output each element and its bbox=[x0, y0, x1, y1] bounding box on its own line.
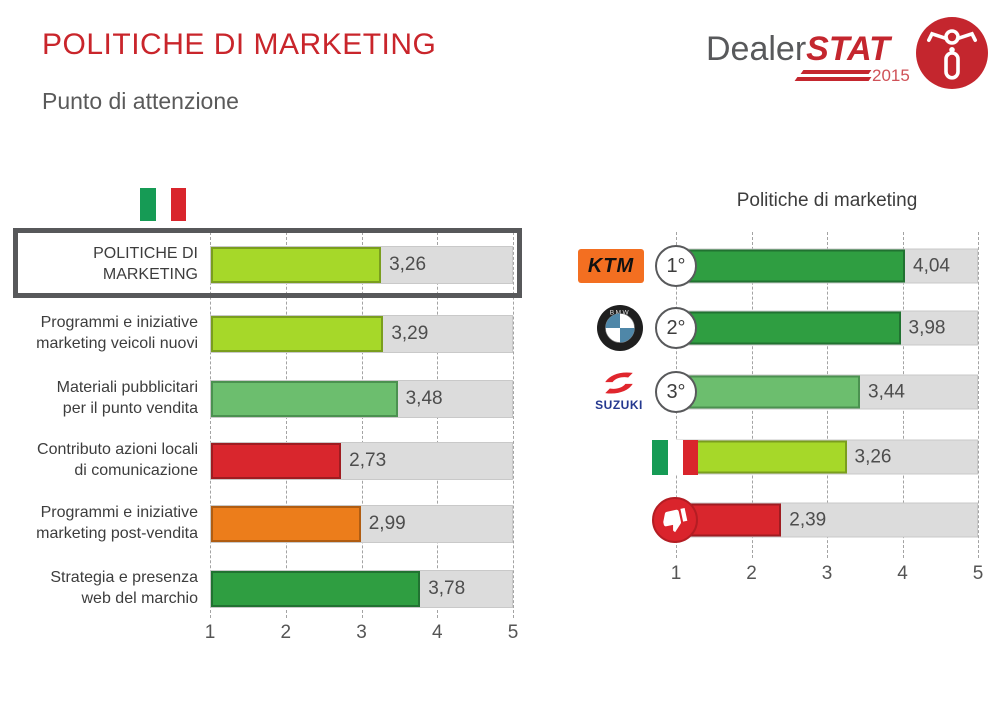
table-row: Materiali pubblicitari per il punto vendi… bbox=[0, 367, 560, 431]
page-title: POLITICHE DI MARKETING bbox=[42, 28, 437, 61]
logo-speed-line bbox=[794, 77, 872, 81]
bar-value: 2,99 bbox=[368, 513, 406, 534]
table-row: Contributo azioni locali di comunicazione… bbox=[0, 429, 560, 493]
right-chart: Politiche di marketing KTM 4,04 1° BMW 3… bbox=[560, 180, 1000, 610]
category-label: POLITICHE DI MARKETING bbox=[93, 245, 198, 283]
x-axis: 1 2 3 4 5 bbox=[205, 622, 519, 646]
bar-value: 3,29 bbox=[391, 323, 429, 344]
page-subtitle: Punto di attenzione bbox=[42, 88, 239, 114]
bar bbox=[211, 381, 398, 417]
bar bbox=[677, 249, 905, 283]
table-row: Programmi e iniziative marketing veicoli … bbox=[0, 302, 560, 366]
bar-value: 2,73 bbox=[349, 450, 387, 471]
axis-tick: 5 bbox=[507, 622, 519, 643]
bmw-logo: BMW bbox=[596, 304, 644, 352]
axis-tick: 4 bbox=[897, 563, 908, 584]
table-row: 2,39 bbox=[560, 488, 1000, 552]
axis-tick: 3 bbox=[356, 622, 367, 643]
flag-red-stripe bbox=[683, 440, 698, 475]
axis-tick: 1 bbox=[204, 622, 216, 643]
bar bbox=[211, 506, 361, 542]
axis-tick: 1 bbox=[670, 563, 682, 584]
italy-flag-icon bbox=[652, 440, 698, 475]
dealerstat-logo: DealerSTAT 2015 bbox=[706, 30, 910, 90]
left-chart: POLITICHE DI MARKETING 3,26 Programmi e i… bbox=[0, 180, 560, 660]
suzuki-logo: SUZUKI bbox=[588, 372, 650, 412]
bar-value: 3,26 bbox=[389, 254, 427, 275]
table-row: POLITICHE DI MARKETING 3,26 bbox=[0, 233, 560, 297]
bar-track: 2,73 bbox=[210, 442, 513, 480]
bar bbox=[211, 316, 384, 352]
bar-track: 3,78 bbox=[210, 570, 513, 608]
bar-track: 3,29 bbox=[210, 315, 513, 353]
bar-track: 3,44 bbox=[676, 374, 978, 410]
flag-green-stripe bbox=[140, 188, 156, 221]
table-row: BMW 3,98 2° bbox=[560, 296, 1000, 360]
logo-name-red: STAT bbox=[806, 30, 890, 68]
axis-tick: 5 bbox=[972, 563, 984, 584]
bar-value: 4,04 bbox=[913, 255, 950, 276]
bar-track: 3,26 bbox=[676, 439, 978, 475]
suzuki-wordmark: SUZUKI bbox=[595, 398, 643, 412]
flag-red-stripe bbox=[171, 188, 186, 221]
bar-value: 3,78 bbox=[428, 578, 466, 599]
axis-tick: 2 bbox=[280, 622, 292, 643]
rank-badge: 2° bbox=[655, 307, 697, 349]
category-label: Programmi e iniziative marketing veicoli … bbox=[36, 314, 198, 352]
flag-green-stripe bbox=[652, 440, 668, 475]
thumbs-down-icon bbox=[652, 497, 698, 543]
bar-track: 3,98 bbox=[676, 310, 978, 346]
highlight-box bbox=[13, 228, 522, 298]
table-row: KTM 4,04 1° bbox=[560, 234, 1000, 298]
table-row: Strategia e presenza web del marchio 3,78 bbox=[0, 557, 560, 621]
bar-value: 3,48 bbox=[405, 388, 443, 409]
bar-value: 3,98 bbox=[908, 317, 946, 338]
rank-badge: 1° bbox=[655, 245, 697, 287]
category-label: Programmi e iniziative marketing post-ven… bbox=[36, 504, 198, 542]
svg-text:BMW: BMW bbox=[610, 310, 630, 317]
chart-title: Politiche di marketing bbox=[736, 190, 918, 211]
x-axis: 1 2 3 4 5 bbox=[671, 563, 984, 587]
bar-value: 2,39 bbox=[789, 509, 827, 530]
bar bbox=[677, 440, 847, 474]
bar bbox=[211, 443, 342, 479]
category-label: Strategia e presenza web del marchio bbox=[50, 569, 198, 607]
category-label: Contributo azioni locali di comunicazione bbox=[37, 441, 198, 479]
ktm-logo: KTM bbox=[578, 249, 644, 283]
bar bbox=[211, 247, 382, 283]
rank-badge: 3° bbox=[655, 371, 697, 413]
bar bbox=[677, 311, 901, 345]
italy-flag-icon bbox=[140, 188, 186, 221]
logo-year: 2015 bbox=[872, 66, 910, 85]
axis-tick: 3 bbox=[821, 563, 833, 584]
bar-track: 3,48 bbox=[210, 380, 513, 418]
logo-speed-line bbox=[800, 70, 872, 74]
bar-track: 4,04 bbox=[676, 248, 978, 284]
axis-tick: 4 bbox=[431, 622, 443, 643]
bar-track: 2,99 bbox=[210, 505, 513, 543]
logo-name-gray: Dealer bbox=[706, 30, 807, 68]
bar-track: 2,39 bbox=[676, 502, 978, 538]
bar bbox=[677, 375, 860, 409]
category-label: Materiali pubblicitari per il punto vendi… bbox=[56, 379, 198, 417]
flag-white-stripe bbox=[156, 188, 171, 221]
bar bbox=[211, 571, 421, 607]
table-row: SUZUKI 3,44 3° bbox=[560, 360, 1000, 424]
table-row: Programmi e iniziative marketing post-ven… bbox=[0, 492, 560, 556]
motorcycle-icon bbox=[916, 17, 988, 89]
axis-tick: 2 bbox=[746, 563, 757, 584]
suzuki-s-icon bbox=[605, 372, 633, 394]
bar-value: 3,44 bbox=[868, 381, 905, 402]
table-row: 3,26 bbox=[560, 425, 1000, 489]
bar-value: 3,26 bbox=[854, 446, 892, 467]
flag-white-stripe bbox=[668, 440, 683, 475]
